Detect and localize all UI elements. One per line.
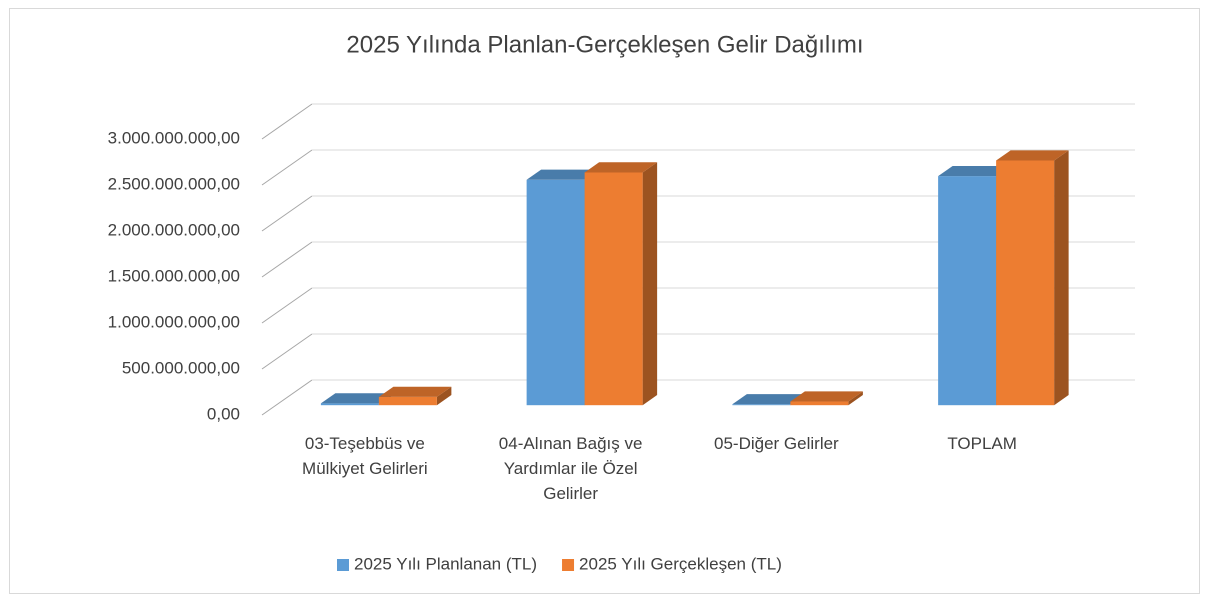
bar-top — [938, 165, 1011, 177]
bar-top — [320, 393, 394, 404]
legend-label: 2025 Yılı Gerçekleşen (TL) — [579, 554, 782, 573]
y-tick-label: 2.500.000.000,00 — [108, 174, 240, 193]
grid-line-side — [261, 287, 313, 324]
grid-line-side — [261, 241, 313, 278]
bar — [320, 403, 379, 406]
x-tick-label: TOPLAM — [947, 434, 1017, 453]
bar-side — [848, 391, 863, 406]
bar-side — [436, 386, 452, 406]
legend-swatch — [337, 559, 349, 571]
bar — [732, 404, 791, 406]
bar — [996, 160, 1055, 406]
bar-top — [996, 150, 1069, 161]
bar-top — [584, 162, 658, 173]
bar — [378, 396, 437, 406]
y-tick-label: 2.000.000.000,00 — [108, 220, 240, 239]
x-tick-label: 04-Alınan Bağış ve Yardımlar ile Özel Geli… — [499, 434, 643, 503]
chart-title: 2025 Yılında Planlan-Gerçekleşen Gelir D… — [346, 31, 863, 58]
grid-line-side — [261, 149, 313, 186]
x-tick-label: 03-Teşebbüs ve Mülkiyet Gelirleri — [302, 434, 428, 478]
y-tick-label: 1.000.000.000,00 — [108, 312, 240, 331]
bar-top — [378, 386, 452, 397]
bar-side — [1054, 150, 1069, 406]
bar-side — [642, 162, 658, 406]
grid-line-side — [261, 379, 313, 416]
y-tick-label: 3.000.000.000,00 — [108, 128, 240, 147]
bar — [938, 176, 997, 406]
bar — [526, 179, 585, 406]
bar-top — [790, 391, 863, 402]
grid-line-side — [261, 103, 313, 140]
grid-line-side — [261, 195, 313, 232]
bar-top — [732, 394, 805, 405]
bar — [790, 401, 849, 406]
x-tick-label: 05-Diğer Gelirler — [714, 434, 839, 453]
bar — [584, 172, 643, 406]
y-tick-label: 500.000.000,00 — [122, 358, 240, 377]
legend-swatch — [562, 559, 575, 571]
grid-line-side — [261, 333, 313, 370]
bar-top — [526, 169, 600, 180]
legend-label: 2025 Yılı Planlanan (TL) — [354, 554, 537, 573]
y-tick-label: 1.500.000.000,00 — [108, 266, 240, 285]
y-tick-label: 0,00 — [207, 404, 240, 423]
